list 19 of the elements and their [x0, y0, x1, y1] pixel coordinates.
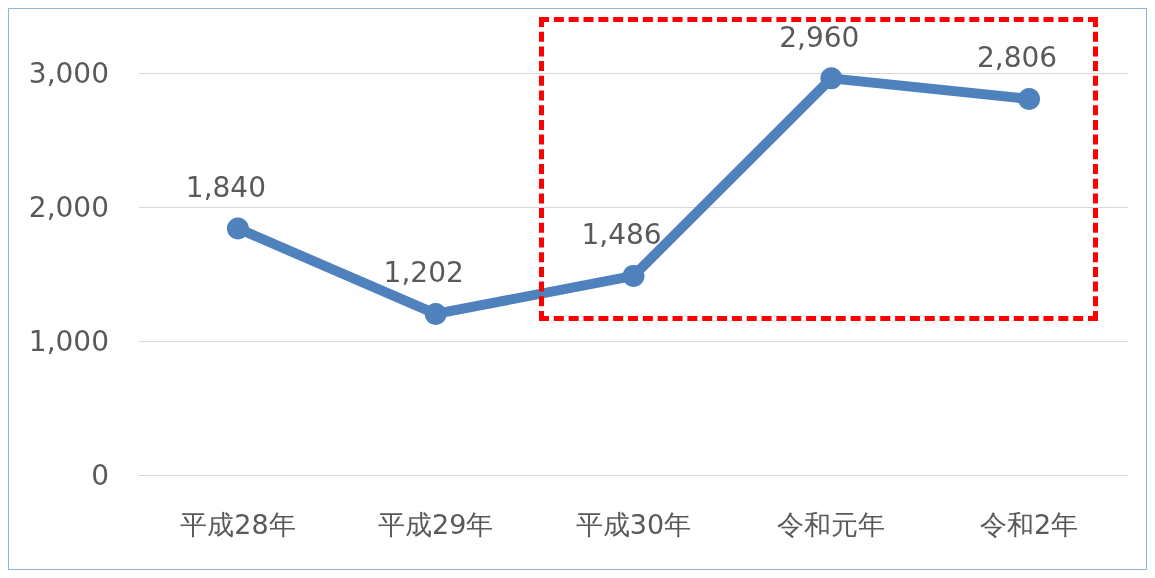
x-tick-label: 平成29年 — [378, 509, 494, 540]
x-tick-label: 令和元年 — [777, 509, 886, 540]
data-label: 2,960 — [779, 20, 860, 54]
data-label: 1,840 — [185, 170, 266, 204]
point — [622, 264, 645, 287]
x-tick-label: 平成28年 — [180, 509, 296, 540]
point — [820, 67, 843, 90]
x-tick-label: 平成30年 — [575, 509, 692, 540]
point — [424, 302, 447, 325]
point — [226, 217, 249, 240]
y-tick-label: 2,000 — [28, 190, 109, 224]
data-label: 1,202 — [383, 256, 464, 290]
y-tick-label: 3,000 — [28, 56, 109, 90]
data-label: 1,486 — [581, 218, 662, 252]
point — [1018, 88, 1041, 110]
y-tick-label: 1,000 — [28, 324, 109, 358]
y-tick-label: 0 — [91, 458, 109, 492]
data-label: 2,806 — [977, 41, 1058, 75]
x-tick-label: 令和2年 — [980, 509, 1079, 540]
